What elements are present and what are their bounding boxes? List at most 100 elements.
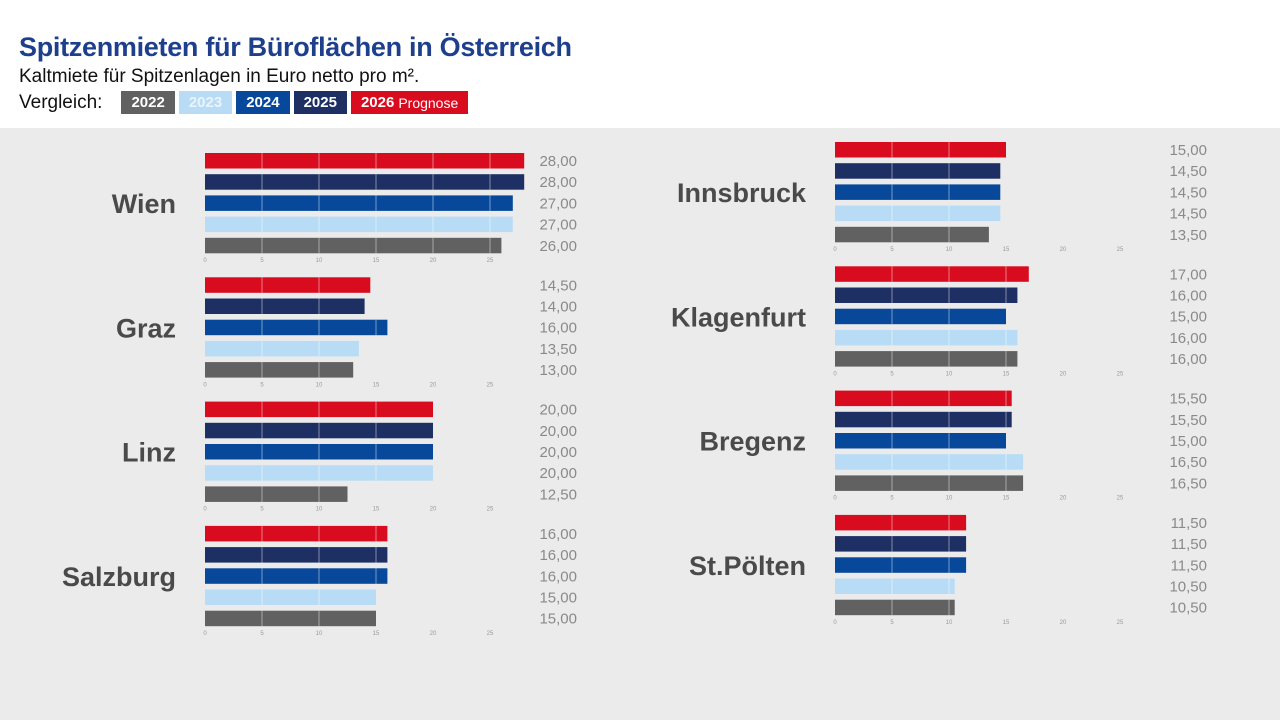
x-tick-label: 10 bbox=[946, 620, 953, 626]
value-label: 15,00 bbox=[1169, 433, 1207, 450]
bar-2025 bbox=[835, 163, 1001, 179]
x-tick-label: 10 bbox=[316, 507, 323, 513]
legend-item-2026: 2026 Prognose bbox=[350, 91, 469, 114]
value-label: 20,00 bbox=[539, 423, 577, 440]
bar-2026 bbox=[205, 401, 433, 418]
bar-2022 bbox=[835, 599, 955, 616]
value-label: 28,00 bbox=[539, 153, 577, 170]
x-tick-label: 10 bbox=[316, 631, 323, 637]
x-tick-label: 10 bbox=[316, 382, 323, 388]
x-tick-label: 25 bbox=[1117, 247, 1124, 253]
value-label: 27,00 bbox=[539, 195, 577, 212]
x-tick-label: 15 bbox=[373, 507, 380, 513]
x-tick-label: 20 bbox=[1060, 620, 1067, 626]
value-label: 14,50 bbox=[1169, 206, 1207, 223]
legend-item-2025: 2025 bbox=[293, 91, 347, 114]
x-tick-label: 15 bbox=[373, 382, 380, 388]
x-tick-label: 20 bbox=[430, 631, 437, 637]
city-label: Bregenz bbox=[699, 427, 806, 457]
x-tick-label: 0 bbox=[203, 631, 207, 637]
bar-2022 bbox=[205, 486, 348, 502]
value-label: 16,00 bbox=[539, 568, 577, 585]
bar-2023 bbox=[205, 216, 513, 233]
x-tick-label: 25 bbox=[1117, 371, 1124, 377]
x-tick-label: 10 bbox=[946, 247, 953, 253]
city-label: Linz bbox=[122, 438, 176, 468]
panel-linz: Linz 20,00 20,00 20,00 20,00 12,50 0 5 10 15 20 25 bbox=[122, 401, 577, 513]
bar-2024 bbox=[205, 319, 388, 336]
x-tick-label: 20 bbox=[430, 382, 437, 388]
panel-wien: Wien 28,00 28,00 27,00 27,00 26,00 0 5 10 15 20 25 bbox=[112, 153, 577, 264]
x-tick-label: 20 bbox=[430, 258, 437, 264]
x-tick-label: 10 bbox=[316, 258, 323, 264]
x-tick-label: 15 bbox=[1003, 247, 1010, 253]
x-tick-label: 20 bbox=[1060, 371, 1067, 377]
bar-2023 bbox=[205, 465, 433, 481]
value-label: 14,50 bbox=[1169, 163, 1207, 180]
city-label: Innsbruck bbox=[677, 178, 807, 208]
x-tick-label: 25 bbox=[487, 382, 494, 388]
value-label: 16,00 bbox=[539, 526, 577, 543]
value-label: 14,50 bbox=[1169, 184, 1207, 201]
chart-title: Spitzenmieten für Büroflächen in Österre… bbox=[19, 32, 572, 62]
value-label: 28,00 bbox=[539, 174, 577, 191]
bar-2022 bbox=[205, 362, 354, 378]
bar-2025 bbox=[205, 547, 388, 563]
value-label: 15,00 bbox=[539, 590, 577, 607]
x-tick-label: 20 bbox=[1060, 247, 1067, 253]
bar-2023 bbox=[835, 578, 955, 594]
city-label: Klagenfurt bbox=[671, 302, 806, 332]
bar-2024 bbox=[835, 557, 967, 573]
city-label: Graz bbox=[116, 313, 176, 343]
panel-klagenfurt: Klagenfurt 17,00 16,00 15,00 16,00 16,00 0 5 10 1… bbox=[671, 266, 1207, 377]
legend-label: Vergleich: bbox=[19, 91, 103, 113]
value-label: 10,50 bbox=[1169, 600, 1207, 617]
panel-stplten: St.Pölten 11,50 11,50 11,50 10,50 10,50 0 5 10 15… bbox=[689, 514, 1207, 626]
value-label: 13,50 bbox=[1169, 227, 1207, 244]
bar-2026 bbox=[205, 525, 388, 542]
bar-2023 bbox=[205, 340, 359, 357]
x-tick-label: 25 bbox=[1117, 620, 1124, 626]
value-label: 14,50 bbox=[539, 277, 577, 294]
panel-salzburg: Salzburg 16,00 16,00 16,00 15,00 15,00 0 5 10 15 2… bbox=[62, 525, 577, 637]
x-tick-label: 25 bbox=[487, 507, 494, 513]
bar-2022 bbox=[835, 226, 989, 243]
bar-2024 bbox=[205, 195, 513, 211]
x-tick-label: 25 bbox=[487, 631, 494, 637]
x-tick-label: 0 bbox=[203, 507, 207, 513]
value-label: 11,50 bbox=[1171, 515, 1207, 532]
bar-2025 bbox=[835, 536, 967, 552]
x-tick-label: 5 bbox=[890, 247, 894, 253]
value-label: 20,00 bbox=[539, 402, 577, 419]
x-tick-label: 5 bbox=[890, 620, 894, 626]
legend: Vergleich: 2022 2023 2024 2025 2026 Prognose bbox=[19, 91, 472, 114]
bar-2026 bbox=[835, 142, 1006, 158]
value-label: 15,00 bbox=[1169, 309, 1207, 326]
x-tick-label: 5 bbox=[890, 371, 894, 377]
x-tick-label: 10 bbox=[946, 371, 953, 377]
x-tick-label: 5 bbox=[890, 496, 894, 502]
bar-2023 bbox=[835, 329, 1018, 346]
x-tick-label: 0 bbox=[833, 371, 837, 377]
x-tick-label: 0 bbox=[203, 258, 207, 264]
panel-innsbruck: Innsbruck 15,00 14,50 14,50 14,50 13,50 0 5 10 15… bbox=[677, 142, 1207, 253]
x-tick-label: 0 bbox=[203, 382, 207, 388]
value-label: 16,00 bbox=[539, 547, 577, 564]
city-label: Wien bbox=[112, 189, 176, 219]
bar-2025 bbox=[835, 287, 1018, 303]
x-tick-label: 10 bbox=[946, 496, 953, 502]
value-label: 20,00 bbox=[539, 444, 577, 461]
x-tick-label: 0 bbox=[833, 620, 837, 626]
x-tick-label: 5 bbox=[260, 631, 264, 637]
x-tick-label: 25 bbox=[1117, 496, 1124, 502]
value-label: 26,00 bbox=[539, 238, 577, 255]
value-label: 16,00 bbox=[1169, 351, 1207, 368]
x-tick-label: 15 bbox=[373, 631, 380, 637]
x-tick-label: 0 bbox=[833, 247, 837, 253]
bar-2026 bbox=[205, 153, 525, 169]
bar-2026 bbox=[835, 266, 1029, 282]
panel-bregenz: Bregenz 15,50 15,50 15,00 16,50 16,50 0 5 10 15 20… bbox=[699, 390, 1207, 502]
bar-2022 bbox=[205, 610, 376, 627]
value-label: 15,50 bbox=[1169, 412, 1207, 429]
